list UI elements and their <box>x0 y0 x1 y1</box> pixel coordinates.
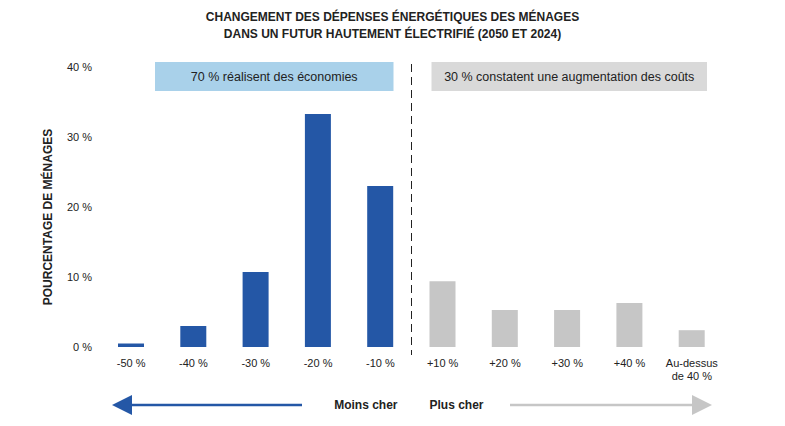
svg-text:0 %: 0 % <box>73 341 92 353</box>
svg-text:POURCENTAGE DE MÉNAGES: POURCENTAGE DE MÉNAGES <box>40 129 55 305</box>
svg-text:+20 %: +20 % <box>489 357 521 369</box>
svg-text:-30 %: -30 % <box>241 357 270 369</box>
svg-text:de 40 %: de 40 % <box>672 370 713 382</box>
svg-text:40 %: 40 % <box>67 61 92 73</box>
svg-text:30 % constatent une augmentati: 30 % constatent une augmentation des coû… <box>444 70 694 84</box>
svg-text:-20 %: -20 % <box>304 357 333 369</box>
svg-text:CHANGEMENT DES DÉPENSES ÉNERGÉ: CHANGEMENT DES DÉPENSES ÉNERGÉTIQUES DES… <box>206 9 579 24</box>
svg-text:Plus cher: Plus cher <box>430 398 484 412</box>
svg-text:DANS UN FUTUR HAUTEMENT ÉLECTR: DANS UN FUTUR HAUTEMENT ÉLECTRIFIÉ (2050… <box>224 26 561 41</box>
svg-text:+10 %: +10 % <box>427 357 459 369</box>
svg-text:+30 %: +30 % <box>552 357 584 369</box>
svg-text:-50 %: -50 % <box>117 357 146 369</box>
svg-text:Au-dessus: Au-dessus <box>666 357 718 369</box>
svg-text:Moins cher: Moins cher <box>334 398 398 412</box>
svg-text:-40 %: -40 % <box>179 357 208 369</box>
svg-text:+40 %: +40 % <box>614 357 646 369</box>
svg-text:70 % réalisent des économies: 70 % réalisent des économies <box>191 70 358 84</box>
svg-text:20 %: 20 % <box>67 201 92 213</box>
svg-text:-10 %: -10 % <box>366 357 395 369</box>
svg-text:30 %: 30 % <box>67 131 92 143</box>
svg-text:10 %: 10 % <box>67 271 92 283</box>
